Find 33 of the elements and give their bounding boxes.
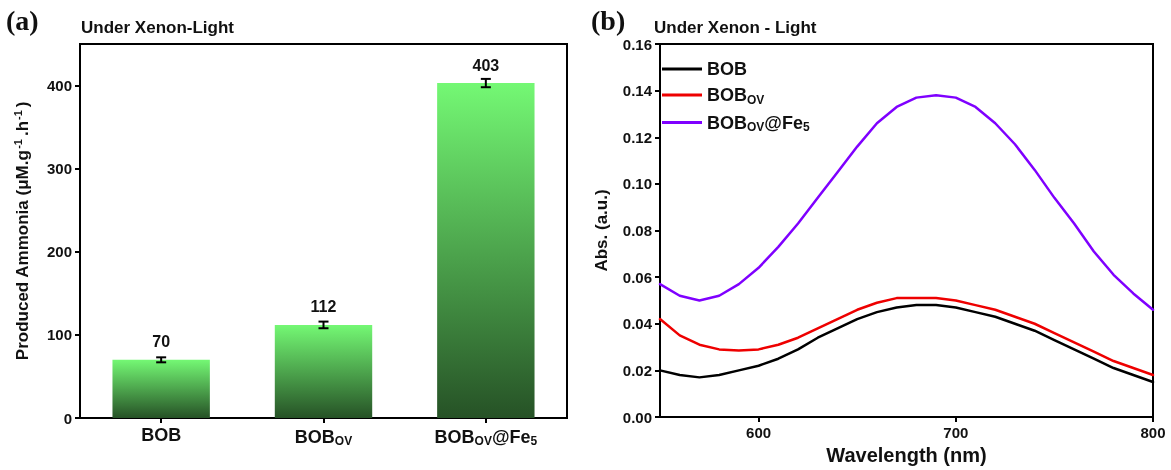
y-tick-label: 0.12 — [622, 128, 652, 146]
data-label: 112 — [310, 298, 337, 316]
x-axis-title: Wavelength (nm) — [826, 444, 987, 466]
y-tick-label: 0.14 — [622, 82, 653, 100]
bar — [274, 324, 373, 418]
data-label: 403 — [472, 56, 500, 74]
x-tick-label: 700 — [943, 424, 969, 441]
y-tick-label: 400 — [46, 77, 72, 95]
data-label: 70 — [152, 333, 171, 351]
y-tick-label: 200 — [46, 243, 72, 261]
y-tick-label: 0.16 — [622, 35, 652, 53]
line-series — [658, 296, 1155, 377]
legend-label: BOB — [707, 59, 747, 79]
y-tick-label: 0.06 — [622, 268, 652, 286]
y-tick-label: 0.08 — [622, 222, 652, 239]
x-tick-label: 600 — [746, 424, 772, 441]
y-tick-label: 0 — [63, 409, 72, 427]
y-tick-label: 0.10 — [622, 175, 652, 193]
chart-title: Under Xenon - Light — [654, 18, 817, 37]
text: (a) — [6, 4, 39, 36]
x-tick-label: BOB — [141, 425, 182, 445]
y-tick-label: 300 — [46, 160, 72, 178]
y-axis-title: Produced Ammonia (μM.g-1.h-1) — [11, 101, 32, 361]
y-axis-title: Abs. (a.u.) — [592, 189, 611, 272]
chart-title: Under Xenon-Light — [81, 18, 235, 37]
bar — [112, 359, 210, 418]
y-tick-label: 0.00 — [622, 408, 652, 426]
y-tick-label: 0.04 — [622, 315, 653, 333]
y-tick-label: 100 — [46, 326, 72, 344]
bar — [437, 83, 535, 418]
x-tick-label: 800 — [1140, 424, 1166, 441]
y-tick-label: 0.02 — [622, 361, 652, 379]
text: (b) — [591, 4, 626, 36]
